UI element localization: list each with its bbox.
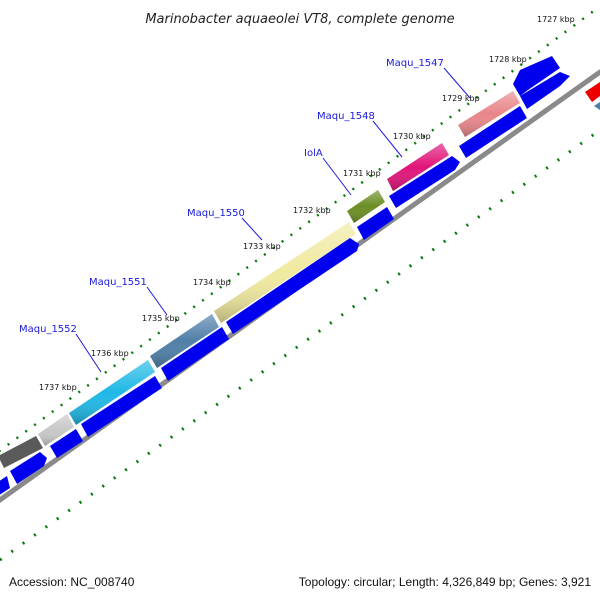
gene-leader-line (322, 157, 352, 196)
tick-label: 1735 kbp (142, 314, 180, 323)
map-title: Marinobacter aquaeolei VT8, complete gen… (145, 12, 454, 27)
tick-label: 1729 kbp (442, 94, 480, 103)
cds-arrow[interactable] (513, 56, 560, 96)
gene-label[interactable]: Maqu_1552 (19, 324, 77, 335)
cds-arrow[interactable] (459, 106, 527, 158)
backbone-ring (0, 69, 600, 503)
feature-shading (347, 190, 385, 223)
gene-label[interactable]: Maqu_1548 (317, 111, 375, 122)
tick-label: 1736 kbp (91, 349, 129, 358)
gene-label[interactable]: IolA (304, 148, 323, 159)
gene-feature-dark[interactable] (0, 436, 43, 468)
gene-feature-red[interactable] (585, 82, 600, 102)
gene-label[interactable]: Maqu_1551 (89, 277, 147, 288)
gene-leader-line (241, 217, 263, 241)
feature-shading (387, 143, 449, 191)
gene-label[interactable]: Maqu_1550 (187, 208, 245, 219)
feature-shading (69, 360, 155, 425)
cds-arrow[interactable] (50, 429, 83, 458)
tick-label: 1737 kbp (39, 383, 77, 392)
tick-label: 1727 kbp (537, 15, 575, 24)
feature-shading (458, 91, 520, 137)
feature-shading (150, 314, 219, 368)
cds-arrow[interactable] (81, 376, 162, 437)
gene-feature-partial[interactable] (594, 102, 600, 110)
cds-arrow[interactable] (226, 238, 359, 334)
cds-arrow[interactable] (10, 452, 47, 484)
accession-text: Accession: NC_008740 (9, 575, 135, 589)
cds-arrow[interactable] (520, 72, 570, 109)
tick-label: 1734 kbp (193, 278, 231, 287)
gene-leader-line (372, 120, 403, 158)
feature-shading (38, 414, 74, 446)
cds-arrow[interactable] (357, 207, 394, 240)
tick-label: 1730 kbp (393, 132, 431, 141)
tick-label: 1728 kbp (489, 55, 527, 64)
gene-track-colored (0, 82, 600, 468)
feature-shading (214, 222, 356, 323)
gene-leader-line (146, 286, 168, 316)
cds-arrow[interactable] (0, 476, 10, 496)
tick-label: 1733 kbp (243, 242, 281, 251)
gene-label[interactable]: Maqu_1547 (386, 58, 444, 69)
gene-leader-line (443, 67, 471, 99)
cds-track (0, 56, 570, 496)
tick-label: 1732 kbp (293, 206, 331, 215)
cds-arrow[interactable] (161, 327, 229, 381)
genome-summary-text: Topology: circular; Length: 4,326,849 bp… (299, 575, 592, 589)
cds-arrow[interactable] (389, 156, 460, 208)
inner-dotted-ring (0, 128, 600, 562)
gene-leader-line (75, 333, 102, 373)
outer-dotted-ring (0, 8, 596, 453)
tick-label: 1731 kbp (343, 169, 381, 178)
